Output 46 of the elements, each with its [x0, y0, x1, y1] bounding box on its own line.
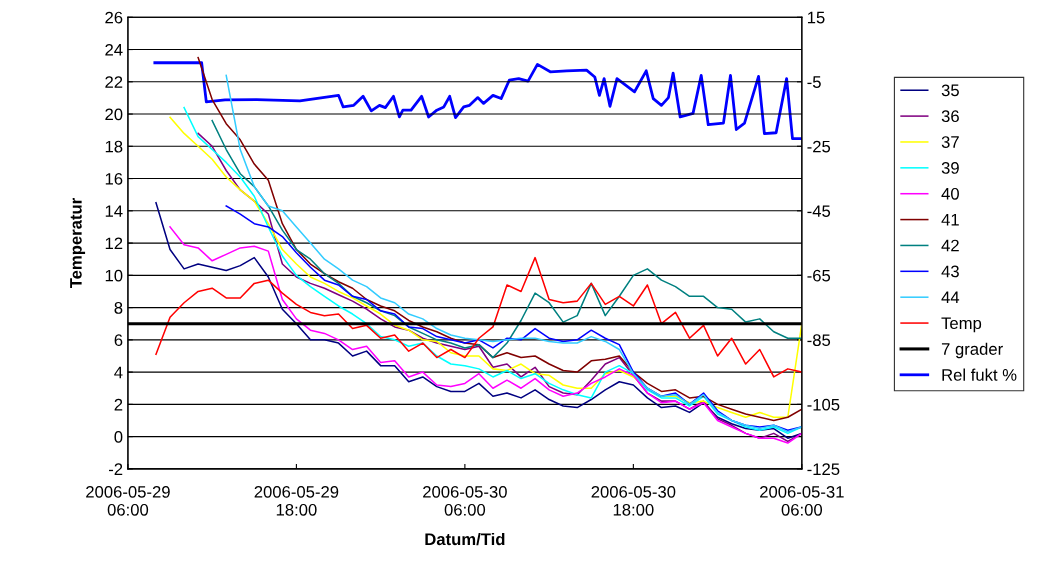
legend-label: 40 — [941, 187, 959, 200]
y-tick-label: -2 — [108, 463, 123, 475]
legend-label: Temp — [941, 317, 982, 333]
line-series — [211, 119, 802, 359]
y-tick-label: 16 — [105, 172, 123, 185]
line-series — [155, 256, 802, 378]
y-tick-label: 8 — [114, 301, 123, 314]
y-axis-title: Temperatur — [70, 198, 86, 289]
y-tick-label: 0 — [114, 431, 123, 443]
y-tick-label: 26 — [105, 11, 123, 24]
y-tick-label: 22 — [105, 76, 123, 88]
legend-label: 37 — [941, 136, 959, 148]
x-tick-label: 2006-05-30 06:00 — [423, 485, 507, 516]
x-tick-label: 2006-05-30 18:00 — [591, 485, 676, 516]
y-tick-label: 24 — [105, 43, 123, 56]
legend-label: Rel fukt % — [942, 368, 1017, 381]
y2-tick-label: -65 — [807, 269, 831, 282]
y-tick-label: 18 — [105, 140, 123, 153]
y2-tick-label: -105 — [807, 398, 840, 411]
x-tick-label: 2006-05-31 06:00 — [760, 485, 844, 516]
y2-tick-label: -85 — [807, 334, 831, 347]
x-tick-label: 2006-05-29 18:00 — [254, 485, 339, 516]
legend-label: 43 — [941, 265, 959, 278]
line-series — [153, 61, 802, 140]
y2-tick-label: -125 — [807, 463, 840, 476]
legend-label: 35 — [941, 84, 959, 97]
legend-label: 36 — [941, 110, 959, 123]
legend-label: 7 grader — [941, 342, 1003, 359]
legend-label: 41 — [941, 213, 959, 226]
y2-tick-label: -5 — [807, 76, 821, 88]
y-tick-label: 12 — [105, 237, 123, 250]
line-series — [225, 205, 802, 431]
y2-tick-label: -25 — [807, 140, 831, 153]
legend-label: 42 — [941, 239, 959, 252]
y2-tick-label: -45 — [807, 205, 831, 218]
x-tick-label: 2006-05-29 06:00 — [86, 485, 170, 516]
y-tick-label: 6 — [114, 334, 123, 347]
y-tick-label: 4 — [114, 366, 123, 379]
x-axis-title: Datum/Tid — [425, 532, 505, 546]
y-tick-label: 20 — [105, 108, 123, 121]
y-tick-label: 14 — [105, 205, 123, 217]
legend-label: 44 — [941, 291, 960, 304]
y2-tick-label: 15 — [807, 11, 825, 24]
y-tick-label: 2 — [114, 398, 123, 411]
legend-label: 39 — [941, 162, 959, 174]
y-tick-label: 10 — [105, 269, 123, 282]
